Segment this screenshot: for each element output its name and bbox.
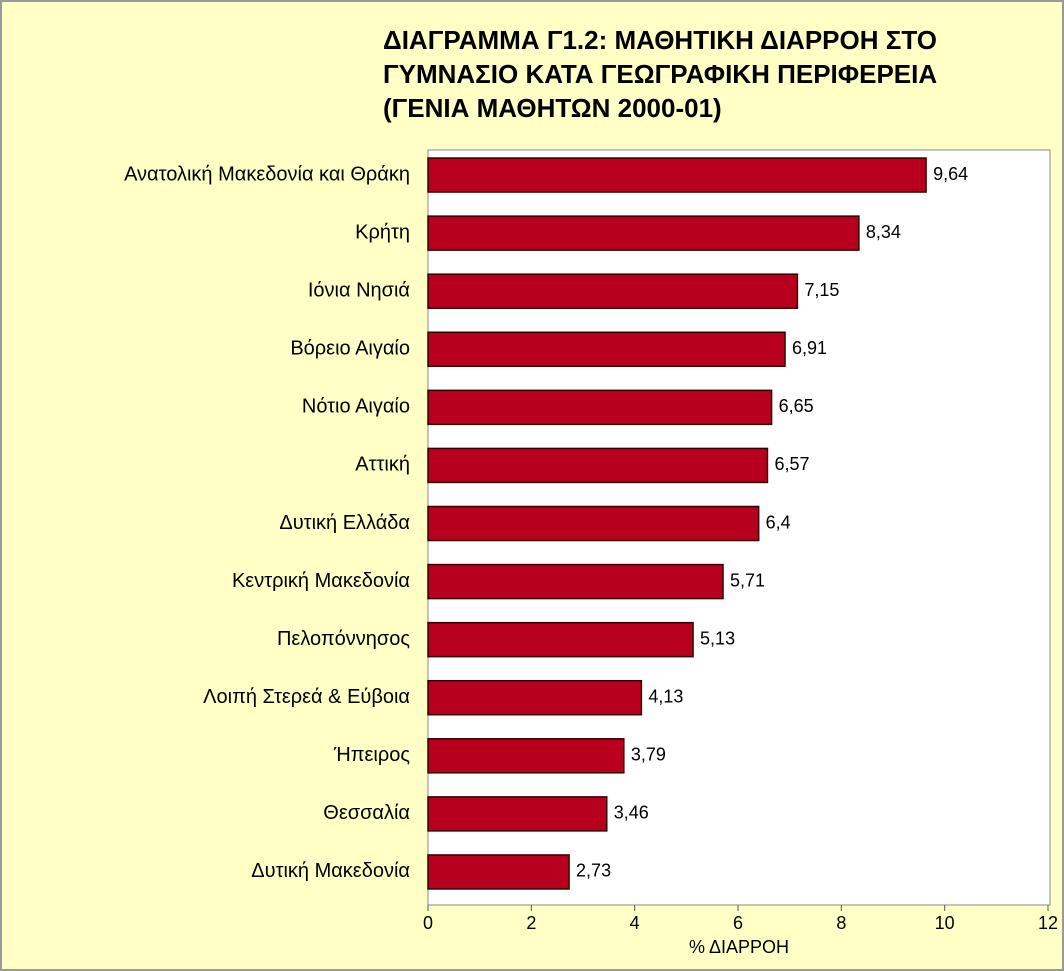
title-line: ΔΙΑΓΡΑΜΜΑ Γ1.2: ΜΑΘΗΤΙΚΗ ΔΙΑΡΡΟΗ ΣΤΟ [383, 25, 937, 55]
value-label: 5,13 [700, 628, 735, 648]
bar [427, 679, 643, 716]
y-tick-label: Ιόνια Νησιά [308, 279, 410, 301]
title: ΔΙΑΓΡΑΜΜΑ Γ1.2: ΜΑΘΗΤΙΚΗ ΔΙΑΡΡΟΗ ΣΤΟ ΓΥΜΝ… [383, 25, 937, 123]
bar [427, 505, 760, 542]
y-tick-label: Πελοπόννησος [277, 628, 410, 650]
x-axis-label: % ΔΙΑΡΡΟΗ [689, 937, 789, 957]
value-label: 2,73 [576, 861, 611, 881]
y-tick-label: Κεντρική Μακεδονία [232, 570, 410, 592]
x-tick-label: 12 [1038, 913, 1058, 933]
bar [427, 157, 927, 193]
y-tick-label: Δυτική Μακεδονία [251, 860, 410, 882]
x-tick-label: 10 [935, 913, 955, 933]
x-tick-label: 8 [836, 913, 846, 933]
value-label: 3,46 [614, 803, 649, 823]
value-label: 6,65 [779, 396, 814, 416]
value-label: 6,4 [766, 512, 791, 532]
y-tick-label: Ήπειρος [333, 744, 410, 766]
y-tick-label: Κρήτη [355, 221, 410, 243]
value-label: 5,71 [730, 570, 765, 590]
y-tick-label: Δυτική Ελλάδα [279, 512, 410, 534]
y-tick-label: Αττική [355, 454, 410, 476]
value-label: 7,15 [804, 280, 839, 300]
x-tick-label: 0 [423, 913, 433, 933]
bar [427, 738, 625, 774]
bar [427, 215, 860, 251]
bar [427, 854, 570, 890]
bar [427, 621, 694, 658]
value-label: 6,57 [774, 454, 809, 474]
value-label: 3,79 [631, 745, 666, 765]
bar [427, 389, 773, 426]
bar [427, 273, 799, 309]
y-tick-label: Ανατολική Μακεδονία και Θράκη [124, 163, 410, 185]
y-tick-label: Βόρειο Αιγαίο [290, 338, 410, 360]
title-line: ΓΥΜΝΑΣΙΟ ΚΑΤΑ ΓΕΩΓΡΑΦΙΚΗ ΠΕΡΙΦΕΡΕΙΑ [383, 59, 937, 89]
value-label: 9,64 [933, 164, 968, 184]
value-label: 6,91 [792, 338, 827, 358]
value-label: 4,13 [648, 686, 683, 706]
bar [427, 331, 786, 368]
y-tick-label: Θεσσαλία [323, 802, 410, 824]
x-tick-label: 4 [630, 913, 640, 933]
x-tick-label: 2 [526, 913, 536, 933]
bar [427, 447, 769, 484]
bar [427, 796, 608, 832]
title-line: (ΓΕΝΙΑ ΜΑΘΗΤΩΝ 2000-01) [383, 93, 722, 123]
y-tick-label: Νότιο Αιγαίο [302, 396, 410, 418]
bar [427, 563, 724, 600]
value-label: 8,34 [866, 222, 901, 242]
y-tick-label: Λοιπή Στερεά & Εύβοια [203, 686, 410, 708]
x-tick-label: 6 [733, 913, 743, 933]
